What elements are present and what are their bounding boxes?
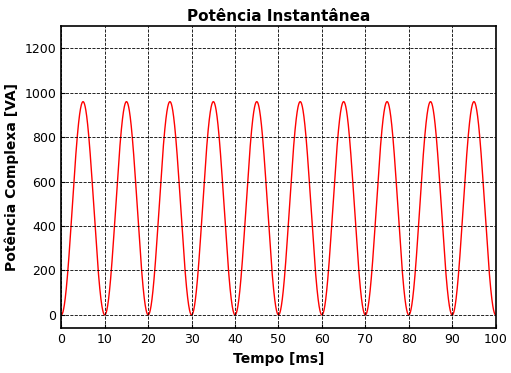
- X-axis label: Tempo [ms]: Tempo [ms]: [233, 352, 324, 366]
- Y-axis label: Potência Complexa [VA]: Potência Complexa [VA]: [5, 83, 19, 271]
- Title: Potência Instantânea: Potência Instantânea: [187, 9, 370, 23]
